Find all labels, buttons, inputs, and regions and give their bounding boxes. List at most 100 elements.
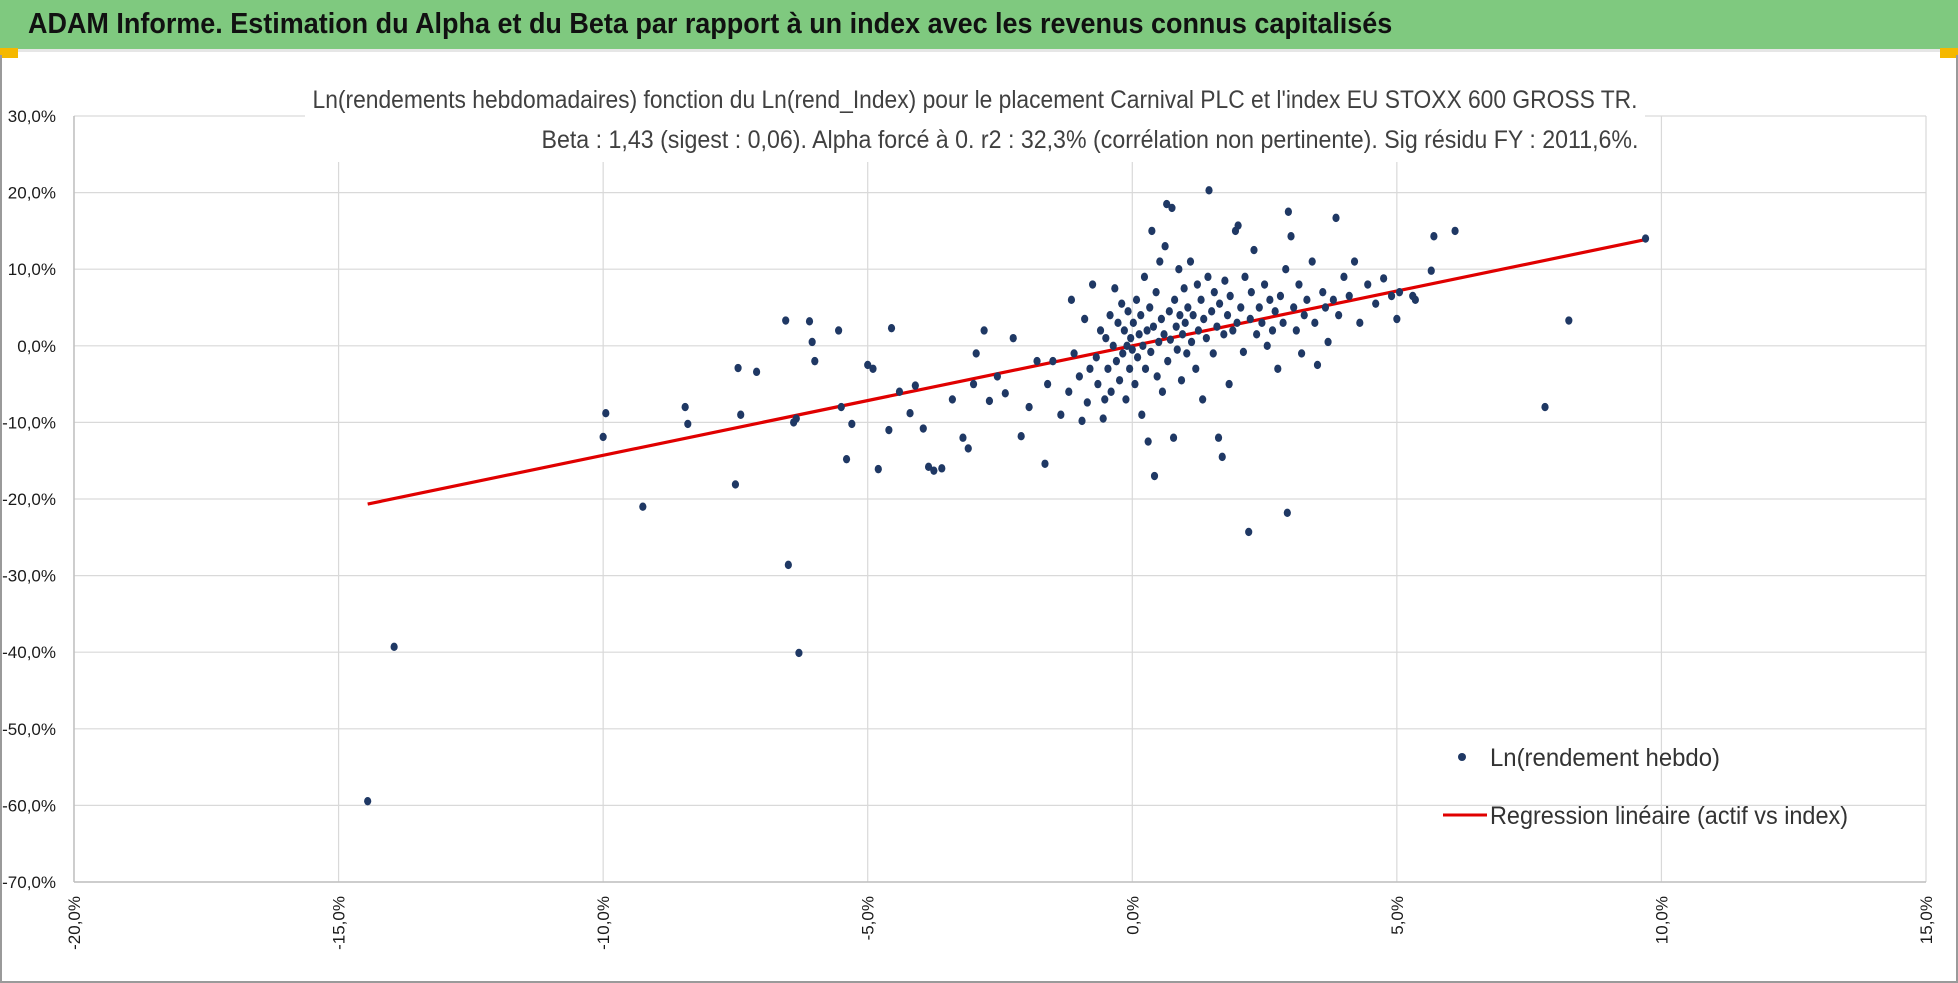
data-point	[1215, 299, 1224, 308]
data-point	[1164, 356, 1172, 366]
data-point	[1641, 234, 1650, 243]
x-tick-label: -5,0%	[859, 896, 878, 940]
data-point	[1175, 265, 1183, 274]
data-point	[1158, 387, 1167, 396]
report-title: ADAM Informe. Estimation du Alpha et du …	[28, 8, 1393, 40]
data-point	[1044, 379, 1052, 389]
title-backdrop	[305, 76, 1645, 162]
y-tick-label: -60,0%	[2, 796, 56, 815]
data-point	[1163, 199, 1171, 209]
data-point	[1180, 284, 1188, 293]
data-point	[1395, 287, 1404, 297]
data-point	[1067, 295, 1076, 305]
data-point	[364, 796, 372, 806]
regression-series	[367, 237, 1646, 506]
data-point	[869, 364, 877, 373]
data-point	[1118, 299, 1126, 308]
data-point	[1311, 318, 1319, 328]
data-point	[1298, 349, 1306, 358]
grid-lines	[73, 115, 1927, 883]
data-point	[1092, 353, 1100, 362]
x-tick-label: -15,0%	[330, 896, 349, 950]
data-point	[837, 402, 845, 412]
data-point	[1169, 433, 1178, 442]
data-point	[1279, 318, 1287, 328]
data-point	[1300, 310, 1308, 320]
data-point	[1283, 508, 1291, 517]
data-point	[930, 466, 938, 475]
x-tick-label: -20,0%	[65, 896, 84, 950]
data-point	[1041, 459, 1049, 468]
corner-marker-right	[1940, 48, 1958, 58]
data-point	[1210, 287, 1218, 297]
data-point	[390, 642, 398, 652]
chart-title-line-1: Ln(rendements hebdomadaires) fonction du…	[313, 86, 1638, 114]
scatter-series	[364, 186, 1650, 806]
data-point	[1189, 310, 1197, 320]
data-point	[1329, 295, 1337, 305]
data-point	[1168, 203, 1176, 213]
data-point	[1255, 303, 1263, 312]
data-point	[1241, 272, 1249, 282]
data-point	[1187, 337, 1196, 347]
data-point	[1107, 387, 1115, 396]
data-point	[1025, 402, 1033, 412]
data-point	[1276, 291, 1285, 301]
data-point	[1057, 410, 1065, 419]
data-point	[1246, 314, 1254, 324]
data-point	[805, 317, 814, 326]
data-point	[795, 648, 803, 658]
data-point	[1393, 314, 1401, 324]
data-point	[752, 367, 761, 377]
data-point	[1541, 402, 1549, 412]
data-point	[1266, 295, 1274, 305]
x-tick-label: -10,0%	[594, 896, 613, 950]
data-point	[1181, 318, 1189, 328]
data-point	[1177, 376, 1186, 385]
data-point	[1237, 303, 1245, 312]
data-point	[1430, 232, 1438, 241]
data-point	[1109, 341, 1117, 350]
data-point	[835, 326, 843, 335]
data-point	[1133, 353, 1142, 362]
data-point	[1150, 471, 1159, 481]
data-point	[808, 337, 816, 347]
data-point	[1115, 376, 1124, 385]
data-point	[1161, 242, 1169, 251]
data-point	[1172, 322, 1180, 331]
corner-marker-left	[0, 48, 18, 58]
data-point	[1156, 257, 1164, 266]
data-point	[1001, 389, 1009, 398]
data-point	[1350, 257, 1359, 266]
data-point	[1221, 276, 1229, 285]
data-point	[980, 326, 988, 335]
legend-label-regression: Regression linéaire (actif vs index)	[1490, 802, 1848, 830]
data-point	[895, 387, 904, 396]
data-point	[1234, 221, 1242, 230]
data-point	[599, 432, 607, 442]
data-point	[1141, 364, 1150, 373]
data-point	[1229, 326, 1237, 335]
tick-labels: 30,0% 20,0% 10,0% 0,0% -10,0% -20,0% -30,0% -40…	[2, 107, 1936, 950]
data-point	[1197, 295, 1205, 305]
data-point	[602, 409, 610, 418]
data-point	[1129, 318, 1137, 328]
data-point	[1166, 335, 1174, 344]
data-point	[1186, 257, 1195, 266]
data-point	[1149, 322, 1158, 331]
data-point	[1208, 307, 1216, 316]
data-point	[1112, 356, 1121, 366]
data-point	[864, 360, 872, 370]
data-point	[1233, 318, 1241, 328]
axes	[73, 116, 1926, 883]
data-point	[1284, 207, 1292, 216]
data-point	[948, 395, 956, 404]
data-point	[1096, 326, 1105, 335]
data-point	[938, 464, 946, 473]
y-tick-label: -10,0%	[2, 413, 56, 432]
data-point	[1356, 318, 1364, 328]
data-point	[1135, 330, 1143, 339]
data-point	[1239, 347, 1248, 357]
data-point	[1372, 299, 1380, 308]
